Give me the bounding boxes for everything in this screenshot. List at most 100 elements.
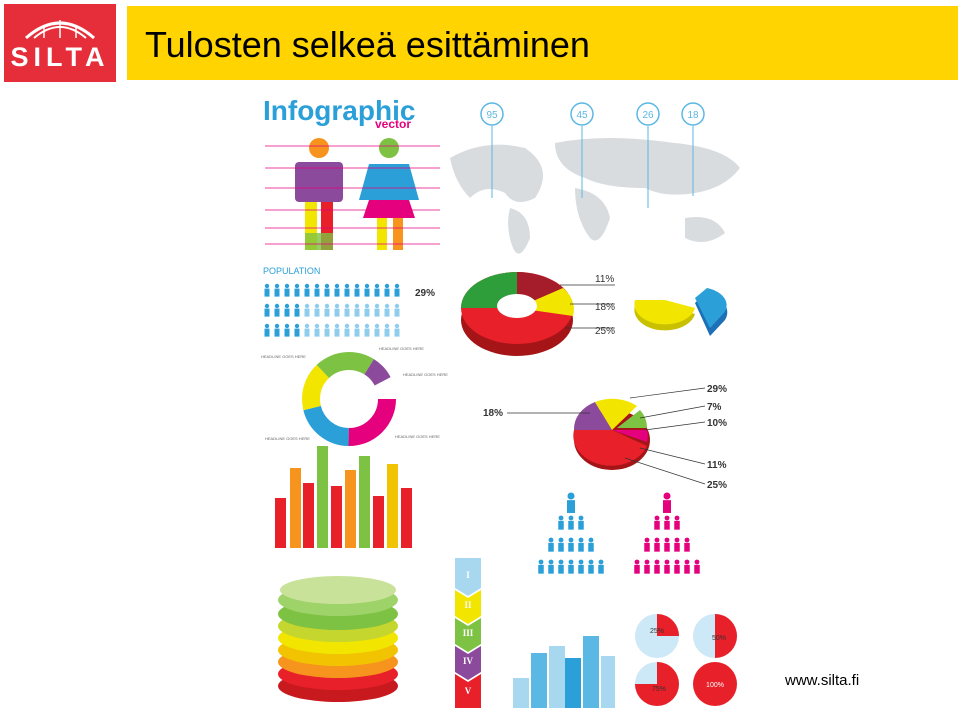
person-icon xyxy=(588,559,594,574)
person-icon xyxy=(538,559,544,574)
donut-label: 11% xyxy=(595,274,614,285)
header-bar: Tulosten selkeä esittäminen xyxy=(127,6,958,80)
person-icon xyxy=(334,323,340,337)
person-icon xyxy=(634,559,640,574)
person-icon xyxy=(354,283,360,297)
person-icon xyxy=(334,283,340,297)
person-icon xyxy=(314,303,320,317)
mini-pie-label: 100% xyxy=(706,682,724,689)
person-icon xyxy=(354,303,360,317)
male-figure-icon xyxy=(295,138,343,250)
person-icon xyxy=(394,323,400,337)
person-icon xyxy=(374,323,380,337)
person-icon xyxy=(324,283,330,297)
pie-label: 29% xyxy=(707,384,727,395)
person-icon xyxy=(314,323,320,337)
person-icon xyxy=(674,515,680,530)
pie-label: 18% xyxy=(483,408,503,419)
map-marker-label: 26 xyxy=(642,110,654,121)
person-icon xyxy=(644,537,650,552)
map-marker: 26 xyxy=(636,102,660,208)
map-marker: 95 xyxy=(480,102,504,198)
bridge-arch-icon xyxy=(25,20,95,40)
person-icon xyxy=(664,537,670,552)
donut-label: 25% xyxy=(595,326,615,337)
population-people-grid xyxy=(264,283,400,337)
person-icon xyxy=(274,283,280,297)
person-icon xyxy=(694,559,700,574)
person-icon xyxy=(294,323,300,337)
figure-guide-lines xyxy=(265,145,440,245)
person-icon xyxy=(674,537,680,552)
pie-chart-3d-small xyxy=(634,288,728,336)
person-icon xyxy=(654,537,660,552)
person-icon xyxy=(304,303,310,317)
person-icon xyxy=(364,283,370,297)
person-icon xyxy=(364,303,370,317)
pie-label: 11% xyxy=(707,460,727,471)
person-icon xyxy=(344,283,350,297)
ring-chart-headlines: HEADLINE GOES HERE HEADLINE GOES HERE HE… xyxy=(261,346,448,441)
page-title: Tulosten selkeä esittäminen xyxy=(145,24,590,65)
silta-logo: SILTA xyxy=(4,4,116,82)
blue-bar-chart xyxy=(513,636,615,708)
person-icon xyxy=(384,323,390,337)
person-icon xyxy=(548,559,554,574)
person-icon xyxy=(304,323,310,337)
bar-chart xyxy=(275,446,412,548)
roman-level-column: I II III IV V xyxy=(455,558,481,708)
person-icon xyxy=(664,559,670,574)
infographic-image: Infographic vector 95 xyxy=(261,95,740,708)
mini-pie-label: 50% xyxy=(712,635,726,642)
infographic-subtitle: vector xyxy=(375,117,411,131)
person-icon xyxy=(558,559,564,574)
stacked-disc-chart xyxy=(278,576,398,702)
person-icon xyxy=(567,492,575,513)
person-icon xyxy=(394,283,400,297)
map-marker-label: 18 xyxy=(687,110,699,121)
world-map xyxy=(450,138,740,254)
person-icon xyxy=(284,283,290,297)
pie-labels: 18% 29% 7% 10% 11% 25% xyxy=(483,384,727,491)
logo-text: SILTA xyxy=(10,42,110,72)
donut-chart-3d xyxy=(461,272,574,356)
person-icon xyxy=(663,492,671,513)
person-icon xyxy=(264,303,270,317)
person-icon xyxy=(664,515,670,530)
person-icon xyxy=(304,283,310,297)
person-icon xyxy=(264,283,270,297)
mini-pie-label: 25% xyxy=(650,628,664,635)
person-icon xyxy=(644,559,650,574)
pie-label: 7% xyxy=(707,402,722,413)
person-icon xyxy=(374,303,380,317)
person-icon xyxy=(674,559,680,574)
person-icon xyxy=(354,323,360,337)
female-figure-icon xyxy=(359,138,419,250)
mini-pie-label: 75% xyxy=(652,686,666,693)
population-label: POPULATION xyxy=(263,266,320,276)
map-markers: 95 45 26 18 xyxy=(480,102,705,208)
person-icon xyxy=(294,303,300,317)
person-icon xyxy=(558,515,564,530)
person-icon xyxy=(264,323,270,337)
person-icon xyxy=(568,559,574,574)
roman-level: V xyxy=(465,686,472,696)
person-icon xyxy=(578,559,584,574)
headline-text: HEADLINE GOES HERE xyxy=(403,372,448,377)
person-icon xyxy=(568,537,574,552)
person-icon xyxy=(364,323,370,337)
headline-text: HEADLINE GOES HERE xyxy=(395,434,440,439)
person-icon xyxy=(578,537,584,552)
person-icon xyxy=(324,303,330,317)
roman-level: III xyxy=(463,628,474,638)
person-icon xyxy=(314,283,320,297)
person-icon xyxy=(334,303,340,317)
roman-level: I xyxy=(466,570,470,580)
person-icon xyxy=(384,283,390,297)
person-icon xyxy=(394,303,400,317)
pie-label: 10% xyxy=(707,418,727,429)
person-icon xyxy=(654,515,660,530)
ring-chart xyxy=(302,352,396,446)
map-marker-label: 95 xyxy=(486,110,498,121)
person-icon xyxy=(284,303,290,317)
